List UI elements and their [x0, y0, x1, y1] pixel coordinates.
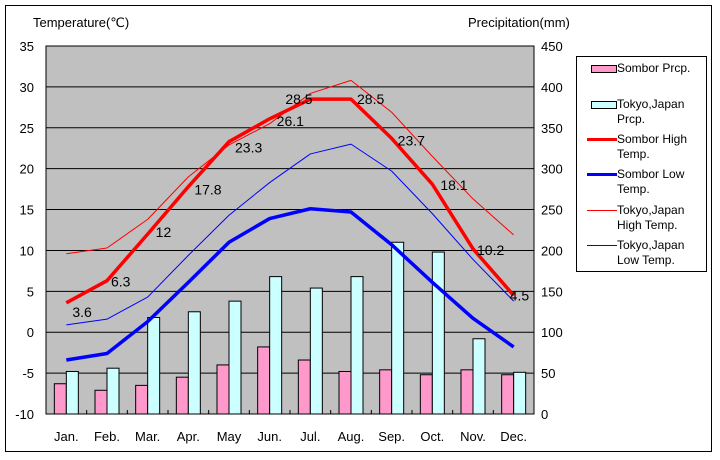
legend-label: Sombor Prcp.: [617, 61, 691, 75]
right-tick-label: 400: [541, 80, 563, 95]
legend-label: Tokyo,Japan Low Temp.: [617, 238, 685, 267]
data-label: 23.7: [398, 132, 425, 148]
bar-sombor-prcp: [419, 374, 433, 415]
data-label: 26.1: [277, 113, 304, 129]
bar-sombor-prcp: [216, 364, 230, 415]
legend-label: Sombor Low Temp.: [617, 167, 685, 196]
bar-sombor-prcp: [379, 369, 393, 415]
x-tick-label: Mar.: [135, 429, 160, 444]
right-tick-label: 200: [541, 243, 563, 258]
data-label: 28.5: [357, 91, 384, 107]
x-tick-label: Oct.: [420, 429, 444, 444]
data-label: 28.5: [285, 91, 312, 107]
right-tick-label: 300: [541, 162, 563, 177]
bar-tokyo-prcp: [147, 317, 161, 415]
x-tick-label: Feb.: [94, 429, 120, 444]
left-tick-label: 15: [20, 203, 34, 218]
bar-tokyo-prcp: [431, 251, 445, 415]
line-sombor-low-temp: [66, 206, 515, 362]
legend: Sombor Prcp. Tokyo,Japan Prcp. Sombor Hi…: [576, 56, 707, 272]
bar-sombor-prcp: [53, 383, 67, 415]
data-label: 3.6: [72, 304, 92, 320]
x-tick-label: Aug.: [338, 429, 365, 444]
right-axis-title: Precipitation(mm): [468, 15, 570, 30]
bar-tokyo-prcp: [350, 276, 364, 415]
bar-sombor-prcp: [460, 369, 474, 415]
right-tick-label: 0: [541, 407, 548, 422]
data-label: 17.8: [194, 182, 221, 198]
line-tokyo-japan-low-temp: [66, 143, 515, 326]
legend-label: Tokyo,Japan Prcp.: [617, 97, 685, 126]
right-tick-label: 450: [541, 39, 563, 54]
legend-swatch: [591, 65, 617, 73]
bar-tokyo-prcp: [513, 371, 527, 415]
legend-swatch: [587, 210, 617, 211]
bar-sombor-prcp: [338, 370, 352, 415]
left-tick-label: 10: [20, 243, 34, 258]
bar-tokyo-prcp: [269, 276, 283, 415]
x-tick-label: Apr.: [177, 429, 200, 444]
left-tick-label: -10: [15, 407, 34, 422]
legend-swatch: [587, 245, 617, 246]
left-tick-label: 30: [20, 80, 34, 95]
bar-sombor-prcp: [257, 346, 271, 415]
data-label: 23.3: [235, 140, 262, 156]
line-sombor-high-temp: [65, 97, 515, 305]
x-tick-label: May: [217, 429, 242, 444]
bar-tokyo-prcp: [391, 241, 405, 415]
x-tick-label: Sep.: [378, 429, 405, 444]
bar-sombor-prcp: [297, 359, 311, 415]
right-tick-label: 250: [541, 203, 563, 218]
right-tick-label: 50: [541, 366, 555, 381]
data-label: 10.2: [477, 242, 504, 258]
bar-sombor-prcp: [175, 376, 189, 415]
x-tick-label: Jul.: [300, 429, 320, 444]
bar-tokyo-prcp: [472, 338, 486, 415]
left-tick-label: 35: [20, 39, 34, 54]
bar-tokyo-prcp: [65, 370, 79, 415]
x-tick-label: Nov.: [460, 429, 486, 444]
legend-swatch: [587, 173, 617, 176]
legend-swatch: [591, 101, 617, 109]
bar-tokyo-prcp: [106, 367, 120, 415]
left-tick-label: 0: [27, 325, 34, 340]
bar-sombor-prcp: [94, 389, 108, 415]
left-tick-label: 25: [20, 121, 34, 136]
left-tick-label: 5: [27, 284, 34, 299]
data-label: 4.5: [510, 287, 530, 303]
x-tick-label: Dec.: [500, 429, 527, 444]
bar-sombor-prcp: [501, 374, 515, 415]
right-tick-label: 100: [541, 325, 563, 340]
bar-tokyo-prcp: [309, 287, 323, 415]
legend-label: Tokyo,Japan High Temp.: [617, 203, 685, 232]
x-tick-label: Jun.: [257, 429, 282, 444]
left-tick-label: 20: [20, 162, 34, 177]
x-tick-label: Jan.: [54, 429, 79, 444]
left-axis-title: Temperature(℃): [33, 15, 129, 30]
bar-tokyo-prcp: [228, 300, 242, 415]
data-label: 18.1: [440, 177, 467, 193]
bar-sombor-prcp: [135, 384, 149, 415]
data-label: 12: [156, 224, 172, 240]
left-tick-label: -5: [22, 366, 34, 381]
legend-label: Sombor High Temp.: [617, 132, 688, 161]
data-label: 6.3: [111, 274, 131, 290]
right-tick-label: 350: [541, 121, 563, 136]
legend-swatch: [587, 138, 617, 141]
right-tick-label: 150: [541, 284, 563, 299]
bar-tokyo-prcp: [187, 311, 201, 415]
